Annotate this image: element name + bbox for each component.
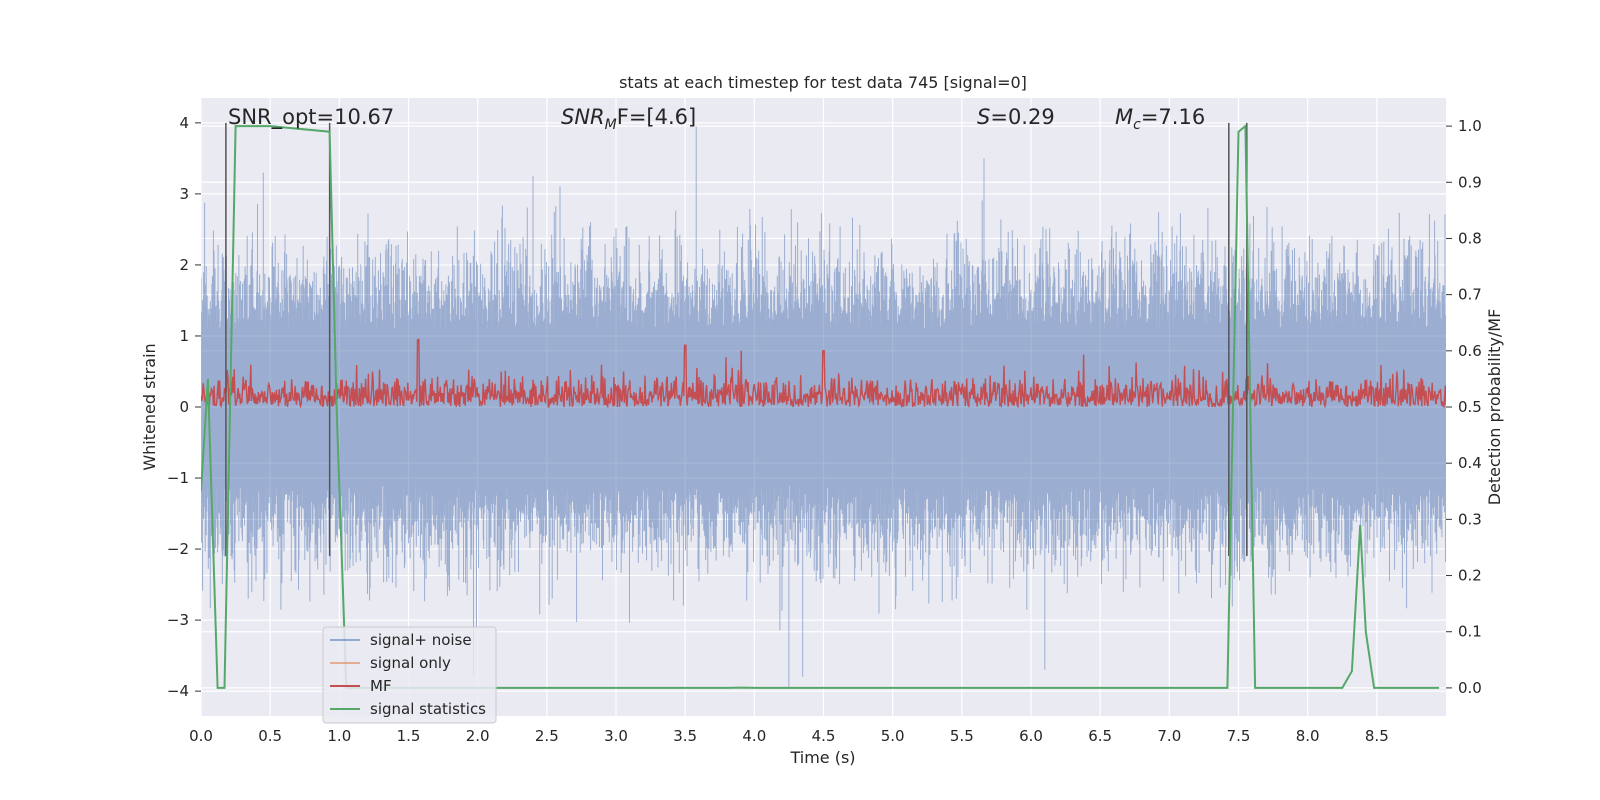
left-y-tick-label: −2 bbox=[167, 540, 189, 558]
right-y-tick-label: 0.4 bbox=[1458, 454, 1482, 472]
left-y-tick-label: −4 bbox=[167, 682, 189, 700]
legend-label-signal-only: signal only bbox=[370, 654, 451, 672]
legend-box bbox=[322, 626, 497, 724]
x-tick-label: 0.0 bbox=[189, 727, 213, 745]
left-y-tick-label: 4 bbox=[179, 114, 189, 132]
left-y-axis-ticks: −4 −3 −2 −1 0 1 2 3 4 bbox=[167, 114, 201, 700]
left-y-tick-label: 1 bbox=[179, 327, 189, 345]
right-y-tick-label: 0.9 bbox=[1458, 173, 1482, 191]
right-y-axis-label: Detection probability/MF bbox=[1485, 309, 1504, 506]
x-tick-label: 2.0 bbox=[466, 727, 490, 745]
x-tick-label: 1.5 bbox=[397, 727, 421, 745]
right-y-tick-label: 0.0 bbox=[1458, 679, 1482, 697]
left-y-tick-label: −3 bbox=[167, 611, 189, 629]
x-tick-label: 7.5 bbox=[1227, 727, 1251, 745]
annotation-snr-opt: SNR_opt=10.67 bbox=[228, 105, 394, 130]
series-signal-statistics bbox=[201, 124, 1440, 689]
left-y-axis-label: Whitened strain bbox=[140, 343, 159, 470]
annotation-mc: Mc=7.16 bbox=[1115, 105, 1205, 133]
x-tick-label: 4.0 bbox=[742, 727, 766, 745]
annotation-s: S=0.29 bbox=[977, 105, 1055, 129]
right-y-tick-label: 0.1 bbox=[1458, 623, 1482, 641]
mf-line bbox=[201, 338, 1446, 409]
left-y-tick-label: 0 bbox=[179, 398, 189, 416]
annotation-snr-mf: SNRMF=[4.6] bbox=[561, 105, 696, 133]
annotation-snr-mf-rest: F=[4.6] bbox=[617, 105, 696, 129]
annotation-s-main: S bbox=[977, 105, 990, 129]
legend-label-mf: MF bbox=[370, 677, 392, 695]
annotation-mc-sub: c bbox=[1133, 117, 1141, 133]
right-y-tick-label: 0.3 bbox=[1458, 510, 1482, 528]
x-tick-label: 5.0 bbox=[881, 727, 905, 745]
right-y-tick-label: 0.7 bbox=[1458, 286, 1482, 304]
annotation-mc-main: M bbox=[1115, 105, 1133, 129]
annotation-snr-mf-main: SNR bbox=[561, 105, 605, 129]
x-tick-label: 3.5 bbox=[673, 727, 697, 745]
right-y-tick-label: 0.8 bbox=[1458, 229, 1482, 247]
x-tick-label: 0.5 bbox=[258, 727, 282, 745]
legend-label-noise: signal+ noise bbox=[370, 631, 472, 649]
left-y-tick-label: −1 bbox=[167, 469, 189, 487]
annotation-mc-rest: =7.16 bbox=[1141, 105, 1205, 129]
signal-statistics-line bbox=[201, 124, 1440, 689]
right-y-tick-label: 1.0 bbox=[1458, 117, 1482, 135]
annotation-s-rest: =0.29 bbox=[990, 105, 1054, 129]
plot-content bbox=[201, 122, 1446, 689]
legend: signal+ noise signal only MF signal stat… bbox=[322, 626, 497, 724]
x-tick-label: 4.5 bbox=[812, 727, 836, 745]
legend-label-stat: signal statistics bbox=[370, 700, 486, 718]
x-tick-label: 1.0 bbox=[327, 727, 351, 745]
right-y-tick-label: 0.5 bbox=[1458, 398, 1482, 416]
x-axis-ticks: 0.0 0.5 1.0 1.5 2.0 2.5 3.0 3.5 4.0 4.5 5.0 5.5 6.0 6… bbox=[189, 727, 1389, 745]
right-y-tick-label: 0.6 bbox=[1458, 342, 1482, 360]
x-tick-label: 6.5 bbox=[1088, 727, 1112, 745]
x-tick-label: 2.5 bbox=[535, 727, 559, 745]
x-axis-label: Time (s) bbox=[789, 748, 855, 767]
left-y-tick-label: 2 bbox=[179, 256, 189, 274]
x-tick-label: 7.0 bbox=[1157, 727, 1181, 745]
series-mf bbox=[201, 338, 1446, 409]
annotation-snr-mf-sub: M bbox=[605, 117, 617, 133]
x-tick-label: 6.0 bbox=[1019, 727, 1043, 745]
right-y-tick-label: 0.2 bbox=[1458, 567, 1482, 585]
x-tick-label: 3.0 bbox=[604, 727, 628, 745]
chart-title: stats at each timestep for test data 745… bbox=[619, 73, 1027, 92]
x-tick-label: 8.0 bbox=[1296, 727, 1320, 745]
left-y-tick-label: 3 bbox=[179, 185, 189, 203]
x-tick-label: 5.5 bbox=[950, 727, 974, 745]
right-y-axis-ticks: 0.0 0.1 0.2 0.3 0.4 0.5 0.6 0.7 0.8 0.9 1.0 bbox=[1446, 117, 1482, 697]
x-tick-label: 8.5 bbox=[1365, 727, 1389, 745]
